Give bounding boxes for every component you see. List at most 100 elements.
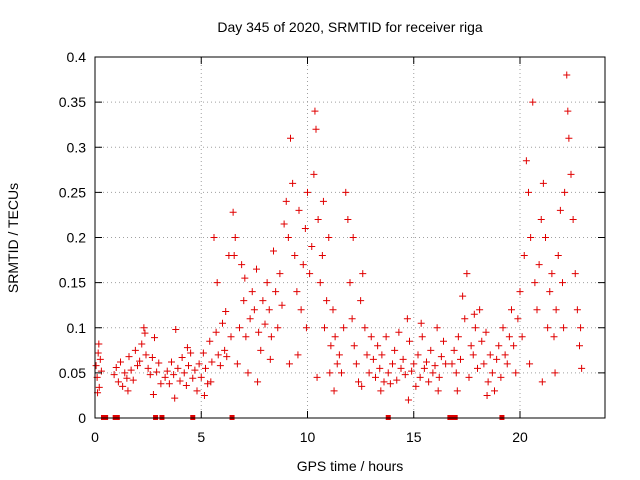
x-tick-label: 10 xyxy=(300,429,316,445)
data-point xyxy=(531,279,539,287)
data-point xyxy=(512,369,520,377)
data-point xyxy=(529,98,537,106)
data-point xyxy=(291,252,299,260)
data-point xyxy=(308,243,316,251)
data-point xyxy=(546,288,554,296)
y-tick-label: 0 xyxy=(78,410,86,426)
data-point xyxy=(501,351,509,359)
data-point xyxy=(233,360,241,368)
data-point xyxy=(129,376,137,384)
data-point xyxy=(295,206,303,214)
data-point xyxy=(367,333,375,341)
data-point xyxy=(414,351,422,359)
data-point xyxy=(265,306,273,314)
data-point xyxy=(358,382,366,390)
data-point xyxy=(187,349,195,357)
data-point xyxy=(289,179,297,187)
data-point xyxy=(219,319,226,327)
y-tick-label: 0.3 xyxy=(67,139,87,155)
data-point xyxy=(516,288,524,296)
data-point xyxy=(365,369,373,377)
data-point xyxy=(452,369,460,377)
data-point xyxy=(165,380,173,388)
data-point xyxy=(287,134,294,142)
data-point xyxy=(319,197,327,205)
data-point xyxy=(189,374,197,382)
data-point xyxy=(180,369,188,377)
y-tick-label: 0.2 xyxy=(67,230,87,246)
data-point xyxy=(146,371,154,379)
data-point xyxy=(465,373,473,381)
data-point xyxy=(330,387,338,395)
data-point xyxy=(183,344,191,352)
data-point xyxy=(176,377,184,385)
data-point xyxy=(248,288,256,296)
x-tick-label: 0 xyxy=(91,429,99,445)
data-point xyxy=(376,364,384,372)
data-point xyxy=(210,234,218,241)
data-point xyxy=(223,353,231,361)
y-tick-label: 0.15 xyxy=(59,275,86,291)
data-point xyxy=(486,351,494,359)
data-point xyxy=(469,351,477,359)
data-point xyxy=(478,337,486,345)
data-point xyxy=(559,279,566,287)
data-point xyxy=(157,380,165,388)
data-point xyxy=(274,324,282,332)
data-point xyxy=(453,387,461,395)
data-point xyxy=(401,371,409,379)
data-point xyxy=(163,367,171,375)
data-point xyxy=(200,391,208,399)
chart-title: Day 345 of 2020, SRMTID for receiver rig… xyxy=(217,19,483,35)
data-point xyxy=(522,157,530,165)
data-point xyxy=(497,373,505,381)
data-point xyxy=(573,306,581,314)
x-axis-label: GPS time / hours xyxy=(297,458,404,474)
data-point xyxy=(229,208,237,216)
data-point xyxy=(550,333,558,341)
data-point xyxy=(204,380,212,388)
data-point xyxy=(520,252,528,260)
data-point xyxy=(416,373,424,381)
data-point xyxy=(488,369,496,377)
data-point xyxy=(434,387,442,395)
data-point xyxy=(355,378,362,386)
data-point xyxy=(282,197,290,205)
data-point xyxy=(117,358,124,366)
data-point xyxy=(363,351,371,359)
data-point xyxy=(408,367,416,375)
data-point xyxy=(314,215,322,223)
data-point xyxy=(565,134,573,142)
data-point xyxy=(491,387,498,395)
data-point xyxy=(352,360,360,368)
data-point xyxy=(119,382,127,390)
data-point xyxy=(561,188,569,196)
data-point xyxy=(172,326,180,334)
data-point xyxy=(435,373,443,381)
data-point xyxy=(348,315,356,323)
data-point xyxy=(499,324,507,332)
data-point xyxy=(253,265,260,273)
data-point xyxy=(276,270,284,278)
data-point xyxy=(361,324,369,332)
data-point xyxy=(263,279,271,287)
data-point xyxy=(136,357,144,365)
data-point xyxy=(569,215,577,223)
data-point xyxy=(542,234,549,241)
data-point xyxy=(311,107,319,115)
data-point xyxy=(333,360,341,368)
data-point xyxy=(242,333,250,341)
data-point xyxy=(212,328,220,336)
data-point xyxy=(372,373,379,381)
data-point xyxy=(378,351,386,359)
data-point xyxy=(114,378,122,386)
data-point xyxy=(395,328,403,336)
data-point xyxy=(420,364,428,372)
data-point xyxy=(266,355,274,363)
data-point xyxy=(538,378,546,386)
data-point xyxy=(142,351,150,359)
x-tick-label: 20 xyxy=(512,429,528,445)
data-point xyxy=(221,346,229,354)
data-point xyxy=(576,342,583,350)
